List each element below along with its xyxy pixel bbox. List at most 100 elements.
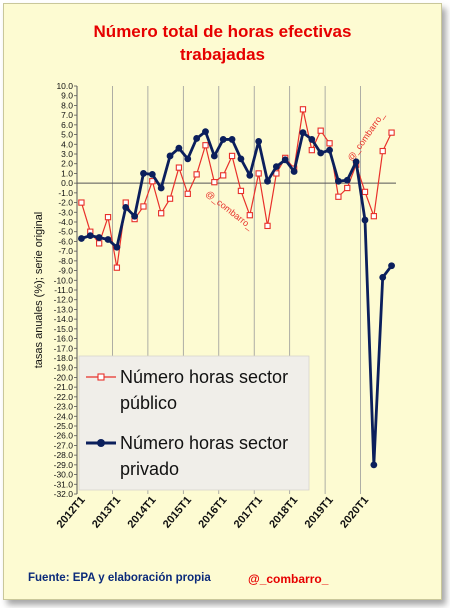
y-tick-label: -18.0 [54, 353, 74, 363]
data-point [149, 178, 156, 185]
data-point [104, 236, 112, 243]
y-tick-label: -8.0 [58, 256, 73, 266]
y-tick-label: -23.0 [54, 402, 74, 412]
data-point [370, 461, 378, 469]
y-tick-label: 5.0 [61, 130, 73, 140]
legend-swatch-marker [97, 373, 105, 381]
y-tick-label: -29.0 [54, 460, 74, 470]
data-point [96, 240, 103, 247]
chart-frame: Número total de horas efectivas trabajad… [3, 3, 442, 600]
data-point [264, 177, 271, 185]
data-point [95, 234, 103, 241]
x-tick-label: 2016T1 [196, 494, 229, 530]
legend-label: Número horas sector [120, 367, 288, 387]
x-tick-label: 2020T1 [338, 494, 371, 530]
data-point [202, 128, 209, 136]
y-tick-label: -14.0 [54, 314, 74, 324]
data-point [246, 171, 254, 179]
y-tick-label: 0.0 [61, 178, 73, 188]
data-point [246, 212, 253, 219]
data-point [379, 147, 386, 155]
data-point [343, 176, 351, 184]
data-point [184, 155, 192, 163]
y-tick-label: -6.0 [58, 236, 73, 246]
y-tick-label: 3.0 [61, 149, 73, 159]
data-point [158, 210, 165, 217]
y-tick-label: -20.0 [54, 372, 74, 382]
data-point [157, 184, 165, 192]
data-point [202, 142, 209, 149]
data-point [113, 243, 121, 251]
y-tick-label: -17.0 [54, 343, 74, 353]
data-point [352, 158, 360, 166]
y-tick-label: -5.0 [58, 227, 73, 237]
y-tick-label: -15.0 [54, 324, 74, 334]
data-point [228, 136, 236, 143]
chart-title-line-1: Número total de horas efectivas [93, 22, 352, 41]
data-point [281, 156, 289, 164]
data-point [361, 188, 369, 196]
data-point [86, 232, 94, 240]
data-point [317, 127, 324, 134]
data-point [104, 213, 112, 221]
y-tick-label: -19.0 [54, 363, 74, 373]
data-point [335, 193, 342, 200]
data-point [272, 163, 280, 171]
data-point [211, 179, 218, 186]
y-tick-label: -28.0 [54, 450, 74, 460]
y-tick-label: 10.0 [56, 81, 73, 91]
data-point [78, 235, 85, 242]
data-point [335, 177, 342, 185]
data-point [255, 137, 263, 145]
data-point [78, 199, 85, 206]
data-point [326, 140, 333, 147]
y-tick-label: -25.0 [54, 421, 74, 431]
y-tick-label: -7.0 [58, 246, 73, 256]
data-point [219, 136, 227, 143]
y-tick-label: -31.0 [54, 479, 74, 489]
legend-label: privado [120, 459, 179, 479]
data-point [317, 149, 325, 157]
data-point [308, 146, 315, 154]
data-point [166, 195, 174, 202]
y-tick-label: 2.0 [61, 159, 73, 169]
data-point [122, 204, 130, 211]
data-point [228, 152, 236, 160]
y-tick-label: -13.0 [54, 304, 74, 314]
y-tick-label: -11.0 [54, 285, 73, 295]
x-tick-label: 2017T1 [232, 494, 265, 530]
data-point [140, 170, 147, 177]
data-point [220, 172, 227, 179]
data-point [299, 129, 307, 137]
chart-title: Número total de horas efectivas trabajad… [4, 20, 441, 66]
y-tick-label: -32.0 [54, 489, 74, 499]
y-tick-label: -9.0 [58, 266, 73, 276]
data-point [361, 216, 369, 224]
y-tick-label: 8.0 [61, 100, 73, 110]
x-tick-label: 2015T1 [161, 494, 194, 530]
x-tick-label: 2012T1 [55, 494, 88, 530]
data-point [370, 213, 377, 220]
source-note: Fuente: EPA y elaboración propia [28, 572, 211, 584]
y-tick-label: -2.0 [58, 198, 73, 208]
data-point [175, 144, 183, 152]
data-point [379, 273, 387, 281]
y-tick-label: -16.0 [54, 334, 74, 344]
y-tick-label: -3.0 [58, 207, 73, 217]
legend-label: público [120, 393, 177, 413]
legend-box [78, 355, 310, 491]
data-point [388, 262, 395, 270]
data-point [131, 212, 138, 220]
data-point [237, 155, 245, 163]
x-tick-label: 2013T1 [90, 494, 123, 530]
data-point [255, 170, 262, 177]
data-point [388, 129, 395, 136]
data-point [184, 190, 191, 197]
y-tick-label: 9.0 [61, 91, 73, 101]
y-tick-label: -30.0 [54, 470, 74, 480]
y-tick-label: -22.0 [54, 392, 74, 402]
y-tick-label: -4.0 [58, 217, 73, 227]
y-tick-label: -24.0 [54, 411, 74, 421]
legend-swatch-marker [97, 439, 105, 447]
chart-title-line-2: trabajadas [179, 45, 266, 64]
